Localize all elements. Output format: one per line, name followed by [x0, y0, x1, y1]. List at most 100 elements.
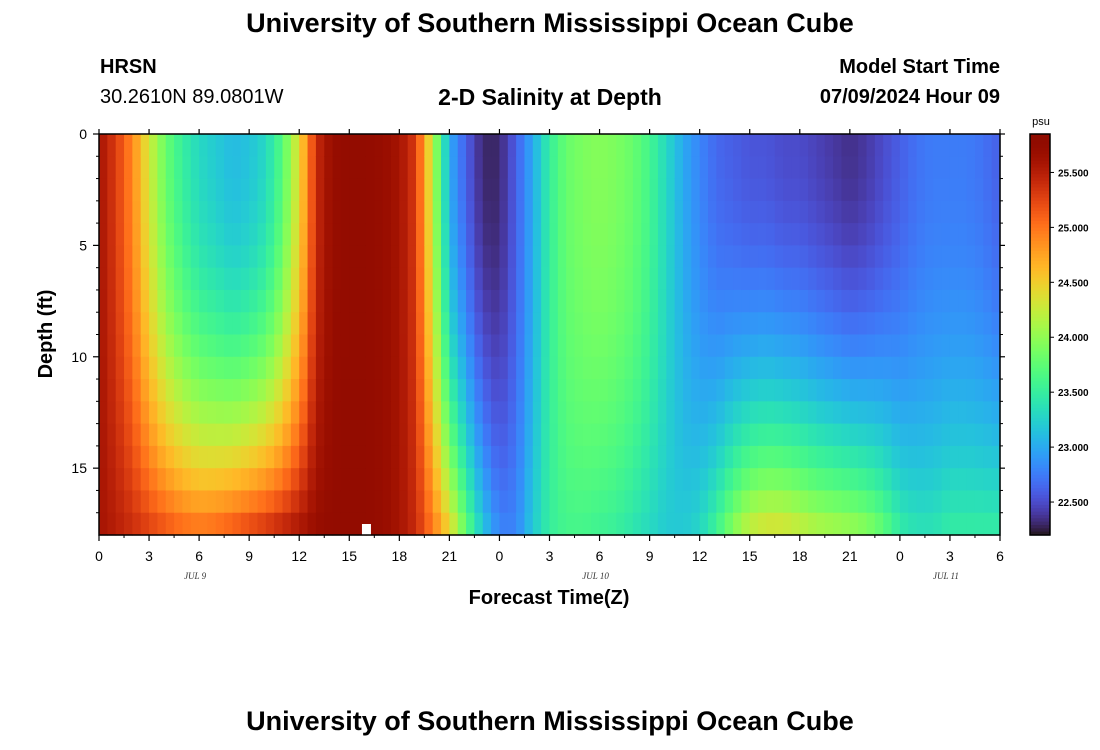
heatmap-cell: [841, 334, 851, 358]
heatmap-cell: [99, 267, 108, 291]
heatmap-cell: [466, 356, 476, 380]
heatmap-cell: [924, 245, 934, 269]
heatmap-cell: [791, 423, 801, 447]
heatmap-cell: [624, 134, 634, 157]
heatmap-cell: [449, 334, 459, 358]
heatmap-cell: [524, 445, 534, 469]
heatmap-cell: [674, 178, 684, 202]
heatmap-cell: [933, 423, 943, 447]
heatmap-cell: [349, 490, 359, 514]
heatmap-cell: [549, 178, 559, 202]
heatmap-cell: [632, 289, 642, 313]
heatmap-cell: [499, 134, 509, 157]
heatmap-cell: [891, 289, 901, 313]
colorbar-segment: [1030, 454, 1050, 459]
heatmap-cell: [566, 223, 576, 246]
heatmap-cell: [290, 156, 300, 180]
heatmap-cell: [466, 267, 476, 291]
heatmap-cell: [816, 312, 826, 336]
heatmap-cell: [566, 178, 576, 202]
heatmap-cell: [207, 379, 217, 402]
heatmap-cell: [908, 468, 918, 492]
heatmap-cell: [774, 356, 784, 380]
heatmap-cell: [582, 423, 592, 447]
heatmap-cell: [908, 401, 918, 425]
heatmap-cell: [265, 223, 275, 246]
heatmap-cell: [207, 178, 217, 202]
heatmap-cell: [833, 200, 843, 224]
heatmap-cell: [499, 512, 509, 536]
heatmap-cell: [974, 267, 984, 291]
colorbar-segment: [1030, 394, 1050, 399]
heatmap-cell: [432, 356, 442, 380]
heatmap-cell: [591, 401, 601, 425]
heatmap-cell: [866, 267, 876, 291]
heatmap-cell: [958, 245, 968, 269]
x-tick-label: 15: [742, 548, 758, 564]
heatmap-cell: [190, 468, 200, 492]
heatmap-cell: [649, 134, 659, 157]
heatmap-cell: [941, 512, 951, 536]
heatmap-cell: [774, 267, 784, 291]
heatmap-cell: [399, 512, 409, 536]
heatmap-cell: [666, 401, 676, 425]
date-label: JUL 9: [184, 571, 207, 581]
heatmap-cell: [449, 245, 459, 269]
heatmap-cell: [833, 401, 843, 425]
heatmap-cell: [849, 356, 859, 380]
heatmap-cell: [949, 200, 959, 224]
heatmap-cell: [874, 156, 884, 180]
heatmap-cell: [958, 490, 968, 514]
heatmap-cell: [774, 490, 784, 514]
heatmap-cell: [466, 512, 476, 536]
heatmap-cell: [799, 267, 809, 291]
heatmap-cell: [265, 200, 275, 224]
heatmap-cell: [165, 178, 175, 202]
heatmap-cell: [908, 512, 918, 536]
heatmap-cell: [616, 401, 626, 425]
heatmap-cell: [691, 245, 701, 269]
heatmap-cell: [991, 401, 1001, 425]
heatmap-cell: [791, 334, 801, 358]
colorbar-tick-label: 25.000: [1058, 223, 1089, 234]
heatmap-cell: [624, 334, 634, 358]
heatmap-cell: [758, 423, 767, 447]
heatmap-cell: [390, 134, 400, 157]
heatmap-cell: [632, 401, 642, 425]
heatmap-cell: [524, 223, 534, 246]
heatmap-cell: [741, 334, 751, 358]
heatmap-cell: [824, 200, 834, 224]
heatmap-cell: [424, 512, 434, 536]
heatmap-cell: [883, 401, 893, 425]
heatmap-cell: [716, 423, 726, 447]
heatmap-cell: [908, 312, 918, 336]
heatmap-cell: [899, 289, 909, 313]
heatmap-cell: [432, 156, 442, 180]
heatmap-cell: [866, 423, 876, 447]
heatmap-cell: [682, 512, 692, 536]
heatmap-cell: [691, 156, 701, 180]
heatmap-cell: [157, 289, 167, 313]
heatmap-cell: [974, 379, 984, 402]
heatmap-cell: [524, 401, 534, 425]
heatmap-cell: [199, 423, 209, 447]
heatmap-cell: [758, 356, 767, 380]
heatmap-cell: [799, 223, 809, 246]
heatmap-cell: [941, 156, 951, 180]
heatmap-cell: [666, 423, 676, 447]
heatmap-cell: [215, 134, 225, 157]
heatmap-cell: [457, 334, 467, 358]
heatmap-cell: [524, 490, 534, 514]
heatmap-cell: [591, 512, 601, 536]
heatmap-cell: [140, 156, 150, 180]
heatmap-cell: [332, 423, 342, 447]
heatmap-cell: [549, 379, 559, 402]
heatmap-cell: [841, 267, 851, 291]
colorbar-segment: [1030, 140, 1050, 145]
colorbar-segment: [1030, 428, 1050, 433]
heatmap-cell: [149, 200, 158, 224]
heatmap-cell: [299, 423, 309, 447]
heatmap-cell: [566, 423, 576, 447]
heatmap-cell: [390, 200, 400, 224]
heatmap-cell: [574, 468, 584, 492]
